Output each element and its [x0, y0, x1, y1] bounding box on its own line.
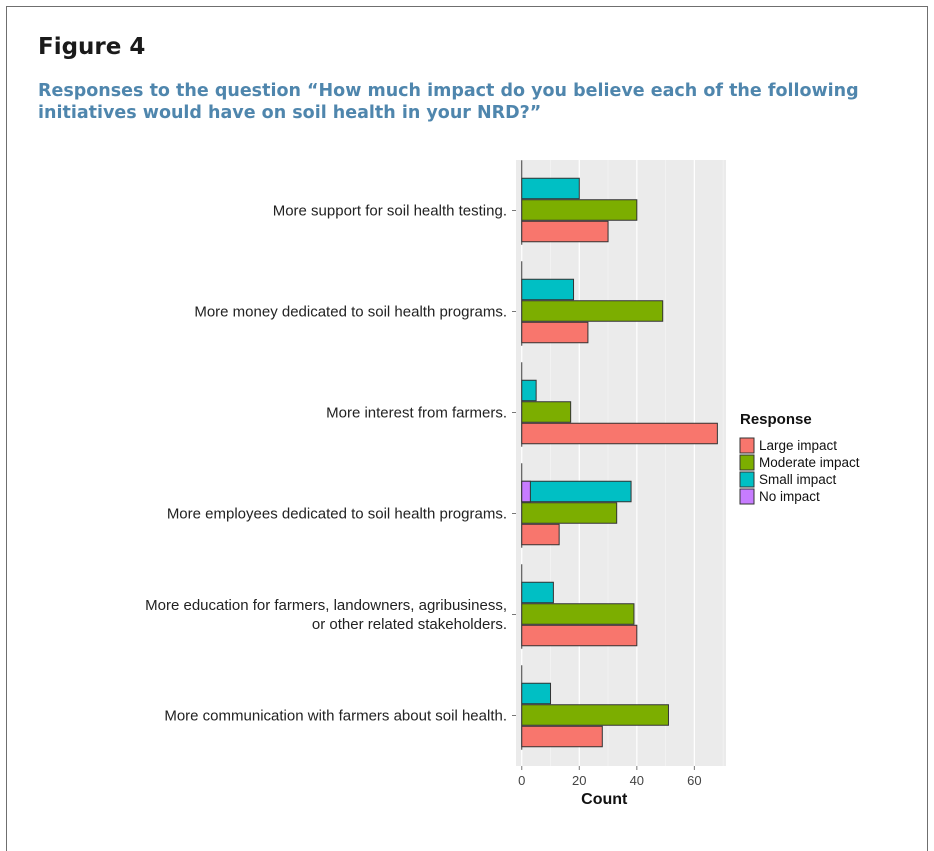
category-label: More communication with farmers about so…	[164, 708, 507, 725]
legend-label: Small impact	[759, 472, 837, 487]
grid-lines	[521, 160, 724, 766]
category-label: More education for farmers, landowners, …	[145, 597, 507, 614]
bar-small-impact	[521, 278, 575, 301]
bar-small-impact	[521, 177, 580, 200]
bar-small-impact	[521, 581, 554, 604]
legend-swatch	[739, 471, 755, 488]
x-axis: 0 20 40 60	[518, 766, 702, 788]
category-label: More support for soil health testing.	[273, 203, 507, 220]
figure-label: Figure 4	[38, 34, 146, 60]
legend: Response Large impact Moderate impact Smal…	[739, 411, 860, 505]
legend-swatch	[739, 454, 755, 471]
plot-panel	[516, 160, 726, 766]
bar-moderate-impact	[521, 401, 572, 423]
category-label: More employees dedicated to soil health …	[167, 506, 507, 523]
bar-moderate-impact	[521, 603, 635, 625]
category-label: or other related stakeholders.	[312, 616, 507, 633]
bar-moderate-impact	[521, 704, 669, 726]
bar-large-impact	[521, 624, 638, 647]
bar-moderate-impact	[521, 199, 638, 221]
bar-large-impact	[521, 220, 609, 243]
legend-label: Moderate impact	[759, 455, 860, 470]
figure-caption: Responses to the question “How much impa…	[38, 81, 859, 123]
x-tick-label: 40	[630, 773, 644, 788]
legend-swatch	[739, 437, 755, 454]
x-axis-title: Count	[581, 791, 628, 808]
legend-swatch	[739, 488, 755, 505]
bars-group	[521, 160, 718, 750]
bar-large-impact	[521, 725, 603, 748]
bar-large-impact	[521, 523, 560, 546]
legend-label: Large impact	[759, 438, 837, 453]
figure-frame	[6, 6, 928, 851]
bar-large-impact	[521, 422, 718, 445]
bar-small-impact	[521, 682, 552, 705]
category-label: More interest from farmers.	[326, 405, 507, 422]
bar-moderate-impact	[521, 502, 618, 524]
bar-small-impact	[521, 480, 632, 503]
x-tick-label: 20	[572, 773, 586, 788]
legend-title: Response	[740, 411, 812, 428]
y-axis: More support for soil health testing. Mor…	[145, 203, 516, 725]
legend-label: No impact	[759, 489, 820, 504]
x-tick-label: 60	[687, 773, 701, 788]
x-tick-label: 0	[518, 773, 525, 788]
bar-small-impact	[521, 379, 537, 402]
bar-no-impact	[521, 480, 531, 503]
category-label: More money dedicated to soil health prog…	[194, 304, 507, 321]
bar-moderate-impact	[521, 300, 664, 322]
bar-large-impact	[521, 321, 589, 344]
